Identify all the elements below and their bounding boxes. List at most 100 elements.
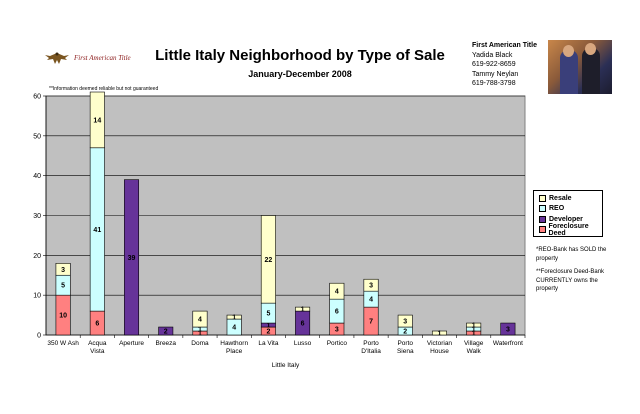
y-tick-label: 0 [37,333,41,340]
y-tick-label: 40 [33,173,41,180]
eagle-icon [45,52,69,64]
bar-segment [500,322,516,336]
bar-segment [260,215,276,304]
x-tick-label: Vista [90,348,105,355]
x-tick-label: Acqua [88,340,107,347]
x-tick-label: Village [464,340,484,347]
x-axis-label: Little Italy [272,362,300,369]
company-logo: First American Title [44,50,131,66]
contact-phone-2: 619-788-3798 [472,80,516,87]
x-tick-label: Siena [397,348,414,355]
bar-segment [89,91,105,149]
data-label: 2 [164,329,168,336]
data-label: 22 [264,257,272,264]
data-label: 5 [266,311,270,318]
legend-item-reo: REO [539,204,602,215]
contact-name-1: Yadida Black [472,51,513,59]
data-label: 6 [335,309,339,316]
x-tick-label: Hawthorn [220,340,248,347]
data-label: 1 [232,315,236,322]
data-label: 5 [61,283,65,290]
data-label: 2 [266,329,270,336]
data-label: 4 [232,325,236,332]
legend-swatch-foreclosure [539,226,546,234]
chart-title: Little Italy Neighborhood by Type of Sal… [155,47,445,64]
bar-segment [397,314,413,328]
x-tick-label: Waterfront [493,340,523,347]
data-label: 3 [335,327,339,334]
data-label: 1 [472,323,476,330]
bar-segment [329,282,345,300]
legend-label-foreclosure: Foreclosure Deed [548,222,589,237]
bar-segment [55,262,71,276]
y-tick-label: 10 [33,293,41,300]
legend-swatch-developer [539,215,546,223]
data-label: 3 [403,319,407,326]
data-label: 10 [59,313,67,320]
x-tick-label: Portico [327,340,348,347]
legend-item-foreclosure: Foreclosure Deed [539,222,602,237]
bar-segment [158,326,174,336]
data-label: 4 [335,289,339,296]
bar-segment [363,278,379,292]
contact-phone-1: 619-922-8659 [472,61,516,68]
bar-segment [466,322,482,328]
x-tick-label: La Vita [258,340,279,347]
note-foreclosure: **Foreclosure Deed-Bank CURRENTLY owns t… [536,269,605,292]
bar-segment [124,179,140,336]
contact-block: First American Title Yadida Black 619-92… [472,41,537,89]
data-label: 1 [472,327,476,334]
bar-segment [192,310,208,328]
legend-item-developer: Developer [539,214,602,225]
logo-text: First American Title [74,54,131,62]
x-tick-label: Porto [397,340,413,347]
data-label: 1 [198,331,202,338]
legend-swatch-resale [539,194,546,202]
contact-name-2: Tammy Neylan [472,70,519,78]
x-tick-label: Aperture [119,340,144,347]
y-tick-label: 50 [33,133,41,140]
contact-company: First American Title [472,42,537,49]
data-label: 1 [198,327,202,334]
data-label: 3 [506,327,510,334]
x-tick-label: Doma [191,340,209,347]
bar-segment [295,306,311,312]
x-tick-label: Walk [467,348,482,355]
chart-subtitle: January-December 2008 [248,69,352,79]
agents-photo [548,40,612,94]
data-label: 39 [128,255,136,262]
x-tick-label: Breeza [155,340,176,347]
x-tick-label: House [430,348,449,355]
legend-label-reo: REO [549,205,565,213]
data-label: 7 [369,319,373,326]
data-label: 1 [438,331,442,338]
data-label: 6 [301,321,305,328]
x-tick-label: 350 W Ash [47,340,79,347]
data-label: 1 [301,307,305,314]
data-label: 6 [95,321,99,328]
data-label: 1 [472,331,476,338]
data-label: 2 [403,329,407,336]
data-label: 41 [93,227,101,234]
x-tick-label: Porto [363,340,379,347]
x-tick-label: D'Italia [361,348,381,355]
legend-item-resale: Resale [539,193,602,204]
data-label: 1 [266,323,270,330]
data-label: 4 [198,317,202,324]
legend-label-developer: Developer [549,215,583,223]
y-tick-label: 20 [33,253,41,260]
y-tick-label: 30 [33,213,41,220]
legend-label-resale: Resale [549,194,572,202]
bar-segment [431,330,447,336]
disclaimer: **Information deemed reliable but not gu… [49,86,159,92]
data-label: 3 [369,283,373,290]
x-tick-label: Lusso [294,340,312,347]
data-label: 4 [369,297,373,304]
note-reo: *REO-Bank has SOLD the property [536,247,607,262]
bar-segment [226,314,242,320]
x-tick-label: Place [226,348,243,355]
x-tick-label: Victorian [427,340,453,347]
y-tick-label: 60 [33,94,41,101]
chart-legend: Resale REO Developer Foreclosure Deed [533,190,603,237]
